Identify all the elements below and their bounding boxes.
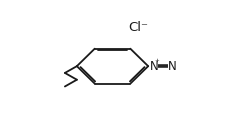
Text: N: N: [150, 60, 158, 73]
Text: Cl⁻: Cl⁻: [128, 21, 148, 34]
Text: ⁺: ⁺: [154, 58, 159, 67]
Text: N: N: [167, 60, 176, 73]
